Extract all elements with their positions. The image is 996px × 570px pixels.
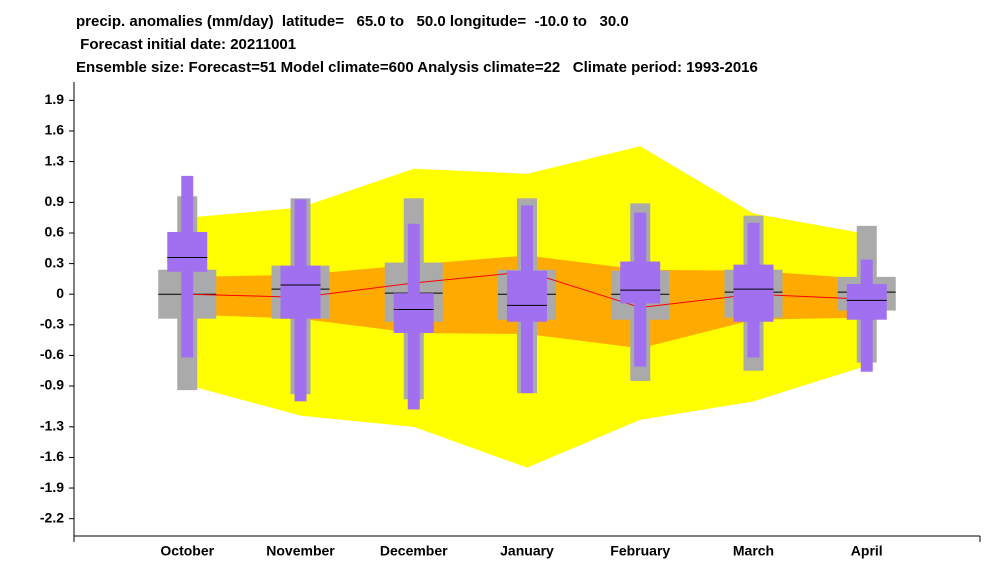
box <box>280 265 321 319</box>
x-tick-label: October <box>160 543 214 559</box>
box <box>167 231 208 272</box>
title-line: Forecast initial date: 20211001 <box>76 36 296 53</box>
y-tick-label: -1.9 <box>40 479 64 495</box>
box <box>507 270 547 322</box>
y-tick-label: 0 <box>56 285 64 301</box>
y-tick-label: 1.6 <box>45 122 65 138</box>
y-tick-label: -1.3 <box>40 418 64 434</box>
y-tick-label: -0.9 <box>40 377 64 393</box>
y-tick-label: 1.3 <box>45 152 65 168</box>
x-tick-label: March <box>733 543 774 559</box>
x-tick-label: January <box>500 543 554 559</box>
box <box>733 264 774 322</box>
box <box>620 261 661 304</box>
y-tick-label: -0.6 <box>40 346 64 362</box>
y-tick-label: -1.6 <box>40 448 64 464</box>
x-tick-label: December <box>380 543 448 559</box>
box <box>846 284 887 320</box>
title-line: precip. anomalies (mm/day) latitude= 65.… <box>76 13 629 30</box>
x-tick-label: April <box>851 543 883 559</box>
title-line: Ensemble size: Forecast=51 Model climate… <box>76 59 758 76</box>
x-tick-label: February <box>610 543 670 559</box>
y-tick-label: 0.3 <box>45 254 65 270</box>
y-tick-label: 0.9 <box>45 193 65 209</box>
y-tick-label: -0.3 <box>40 316 64 332</box>
y-tick-label: -2.2 <box>40 509 64 525</box>
y-tick-label: 1.9 <box>45 91 65 107</box>
x-tick-label: November <box>266 543 335 559</box>
box <box>393 293 434 333</box>
y-tick-label: 0.6 <box>45 224 65 240</box>
